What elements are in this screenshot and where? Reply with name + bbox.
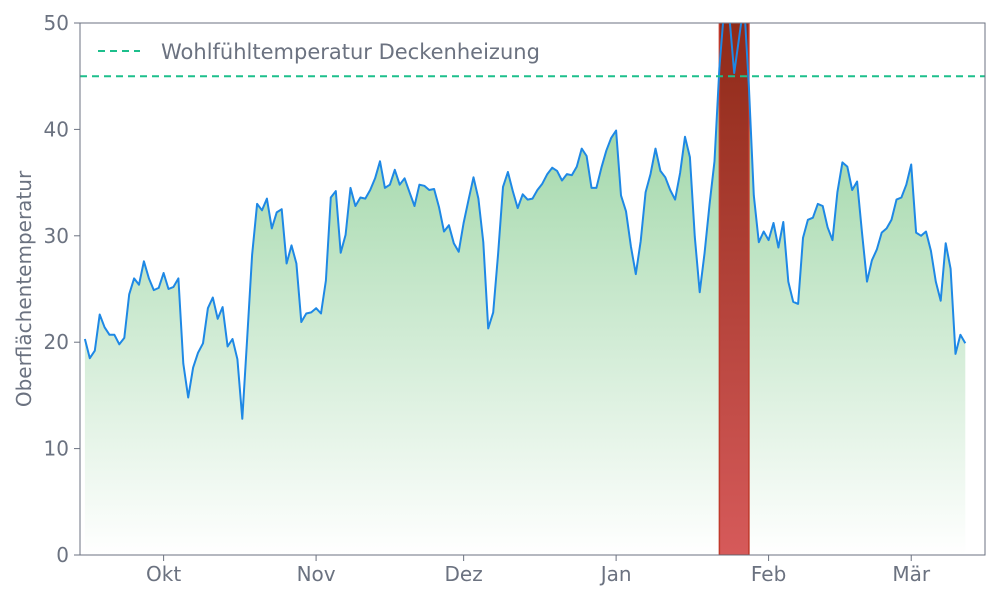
y-tick-label: 0 xyxy=(56,543,69,567)
temperature-line xyxy=(83,23,967,420)
legend-label: Wohlfühltemperatur Deckenheizung xyxy=(161,40,540,64)
highlight-band-layer xyxy=(718,23,750,555)
y-tick-label: 10 xyxy=(44,437,69,461)
y-tick-label: 50 xyxy=(44,11,69,35)
y-axis-title: Oberflächentemperatur xyxy=(12,170,36,407)
plot-border xyxy=(79,22,986,556)
plot-frame xyxy=(79,22,986,556)
highlight-band xyxy=(718,23,750,555)
x-tick-label: Feb xyxy=(751,562,786,586)
y-axis: 0 10 20 30 40 50 xyxy=(44,11,80,567)
x-tick-label: Mär xyxy=(892,562,931,586)
x-tick-label: Jan xyxy=(599,562,632,586)
x-tick-label: Dez xyxy=(445,562,483,586)
line-layer xyxy=(83,23,967,420)
x-tick-label: Okt xyxy=(146,562,181,586)
y-tick-label: 30 xyxy=(44,224,69,248)
x-axis: Okt Nov Dez Jan Feb Mär xyxy=(146,555,931,586)
y-tick-label: 40 xyxy=(44,117,69,141)
y-tick-label: 20 xyxy=(44,330,69,354)
x-tick-label: Nov xyxy=(297,562,336,586)
legend: Wohlfühltemperatur Deckenheizung xyxy=(98,40,540,64)
